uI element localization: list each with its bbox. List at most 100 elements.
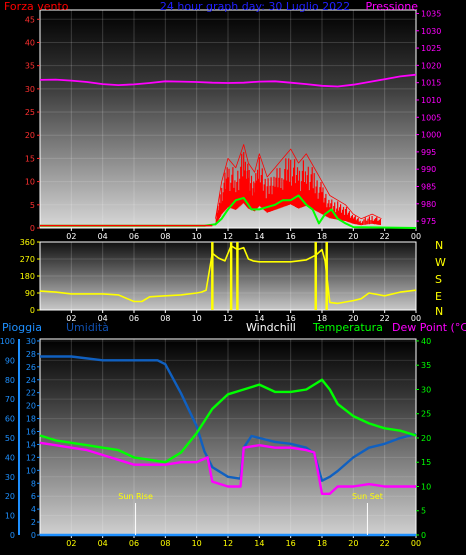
rain-tick-label: 14	[26, 440, 36, 449]
temperature-axis-title: Temperatura	[312, 321, 383, 334]
rain-tick-label: 12	[26, 453, 36, 462]
humidity-tick-label: 10	[5, 512, 15, 521]
x-tick-label: 12	[223, 232, 233, 241]
compass-w: W	[435, 256, 446, 269]
axes: 02 04 06 08 10 12 14 16 18 20 22 000510152025303540…	[0, 9, 441, 548]
x-tick-label: 20	[348, 314, 358, 323]
x-tick-label: 04	[98, 232, 108, 241]
x-tick-label: 08	[160, 539, 170, 548]
rain-tick-label: 24	[26, 376, 36, 385]
humidity-tick-label: 40	[5, 453, 15, 462]
humidity-tick-label: 30	[5, 473, 15, 482]
compass-n-bottom: N	[435, 305, 443, 318]
y-tick-label: 1000	[421, 131, 441, 140]
y-tick-label: 0	[30, 306, 35, 315]
humidity-tick-label: 90	[5, 356, 15, 365]
rain-tick-label: 30	[26, 337, 36, 346]
y-tick-label: 90	[25, 289, 35, 298]
x-tick-label: 02	[66, 314, 76, 323]
y-tick-label: 15	[421, 458, 431, 467]
x-tick-label: 04	[98, 539, 108, 548]
x-tick-label: 00	[411, 314, 421, 323]
rain-tick-label: 16	[26, 428, 36, 437]
y-tick-label: 40	[421, 337, 431, 346]
rain-tick-label: 18	[26, 415, 36, 424]
y-tick-label: 1010	[421, 96, 441, 105]
rain-tick-label: 28	[26, 350, 36, 359]
dewpoint-label: Dew Point (°C)	[392, 321, 466, 334]
y-tick-label: 0	[30, 224, 35, 233]
humidity-axis-title: Umidità	[66, 321, 109, 334]
x-tick-label: 00	[411, 232, 421, 241]
x-tick-label: 18	[317, 314, 327, 323]
wind-gust-envelope	[215, 144, 382, 220]
y-tick-label: 30	[421, 385, 431, 394]
x-tick-label: 22	[380, 539, 390, 548]
y-tick-label: 20	[421, 434, 431, 443]
pressure-axis-title: Pressione	[366, 0, 419, 13]
compass-n-top: N	[435, 239, 443, 252]
panel3-plot-area	[39, 338, 417, 536]
y-tick-label: 1020	[421, 61, 441, 70]
y-tick-label: 990	[421, 165, 436, 174]
y-tick-label: 270	[20, 255, 35, 264]
y-tick-label: 20	[25, 131, 35, 140]
y-tick-label: 1035	[421, 9, 441, 18]
temperature-line	[39, 378, 417, 464]
x-tick-label: 14	[254, 232, 264, 241]
y-tick-label: 10	[421, 482, 431, 491]
y-tick-label: 360	[20, 238, 35, 247]
y-tick-label: 30	[25, 85, 35, 94]
humidity-tick-label: 60	[5, 415, 15, 424]
x-tick-label: 06	[129, 539, 139, 548]
x-tick-label: 02	[66, 539, 76, 548]
rain-tick-label: 0	[31, 531, 36, 540]
y-tick-label: 5	[421, 507, 426, 516]
dewpoint-line	[39, 441, 416, 495]
y-tick-label: 985	[421, 182, 436, 191]
rain-tick-label: 6	[31, 492, 36, 501]
rain-tick-label: 2	[31, 518, 36, 527]
x-tick-label: 16	[286, 314, 296, 323]
x-tick-label: 14	[254, 539, 264, 548]
rain-tick-label: 22	[26, 389, 36, 398]
x-tick-label: 10	[192, 539, 202, 548]
y-tick-label: 15	[25, 154, 35, 163]
y-tick-label: 35	[25, 62, 35, 71]
x-tick-label: 16	[286, 539, 296, 548]
wind-axis-title: Forza vento	[4, 0, 69, 13]
compass-e: E	[435, 290, 442, 303]
sunset-label: Sun Set	[352, 492, 383, 501]
x-tick-label: 08	[160, 232, 170, 241]
rain-tick-label: 20	[26, 402, 36, 411]
rain-tick-label: 10	[26, 466, 36, 475]
y-tick-label: 25	[421, 410, 431, 419]
x-tick-label: 00	[411, 539, 421, 548]
x-tick-label: 10	[192, 314, 202, 323]
humidity-tick-label: 100	[0, 337, 15, 346]
x-tick-label: 18	[317, 539, 327, 548]
x-tick-label: 06	[129, 314, 139, 323]
x-tick-label: 22	[380, 232, 390, 241]
rain-tick-label: 8	[31, 479, 36, 488]
x-tick-label: 22	[380, 314, 390, 323]
y-tick-label: 40	[25, 38, 35, 47]
data-series: Sun Rise Sun Set	[39, 73, 417, 537]
chart-title: 24 hour graph day: 30 Luglio 2022	[160, 0, 350, 13]
sunrise-label: Sun Rise	[118, 492, 153, 501]
x-tick-label: 14	[254, 314, 264, 323]
y-tick-label: 995	[421, 148, 436, 157]
x-tick-label: 12	[223, 314, 233, 323]
y-tick-label: 1025	[421, 44, 441, 53]
y-tick-label: 45	[25, 15, 35, 24]
rain-tick-label: 26	[26, 363, 36, 372]
humidity-tick-label: 80	[5, 376, 15, 385]
x-tick-label: 10	[192, 232, 202, 241]
y-tick-label: 10	[25, 178, 35, 187]
y-tick-label: 1015	[421, 79, 441, 88]
y-tick-label: 25	[25, 108, 35, 117]
y-tick-label: 0	[421, 531, 426, 540]
humidity-tick-label: 0	[10, 531, 15, 540]
pressure-line	[39, 73, 417, 88]
humidity-line	[40, 355, 417, 482]
